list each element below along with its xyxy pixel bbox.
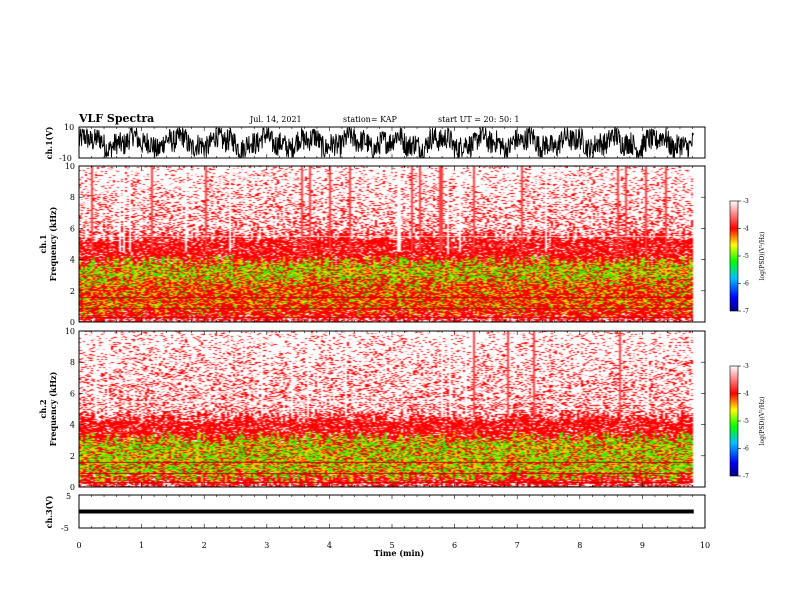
frequency-tick-label: 6	[70, 224, 75, 233]
ch1-colorbar: -7 -6 -5 -4 -3 log(PSD)(V²/Hz)	[729, 198, 766, 315]
ch2-spectrogram-image	[79, 331, 705, 487]
ch2-spectrogram-ticks	[78, 330, 706, 488]
ch1-colorbar-label: log(PSD)(V²/Hz)	[759, 232, 766, 281]
ch1-frequency-axis-label: Frequency (kHz)	[48, 206, 58, 281]
start-time-label: start UT = 20: 50: 1	[438, 115, 519, 124]
time-axis-tick-labels: 0 1 2 3 4 5 6 7 8 9 10	[76, 541, 710, 550]
frequency-tick-label: 10	[65, 327, 75, 336]
colorbar-tick-label: -5	[743, 418, 749, 425]
frequency-tick-label: 6	[70, 389, 75, 398]
ch1-spectrogram-ticks	[78, 165, 706, 323]
ch3-waveform-ticks	[78, 495, 706, 528]
ch3-waveform-panel: 5 -5 ch.3(V) 0 1 2 3 4 5 6 7 8 9 10 Time (min)	[44, 492, 710, 558]
ch2-frequency-axis-label: Frequency (kHz)	[48, 371, 58, 446]
ch1-colorbar-ticks: -7 -6 -5 -4 -3	[738, 198, 749, 315]
frequency-tick-label: 0	[70, 318, 75, 327]
station-label: station= KAP	[343, 115, 398, 124]
ch1-waveform-trace	[78, 126, 695, 159]
frequency-tick-label: 4	[70, 256, 75, 265]
ch2-colorbar-label: log(PSD)(V²/Hz)	[759, 397, 766, 446]
ch1-ytick-bottom: -10	[59, 154, 72, 163]
ch2-spectrogram-panel: 0 2 4 6 8 10 ch.2 Frequency (kHz)	[38, 327, 706, 492]
ch3-waveform-ylabel: ch.3(V)	[44, 495, 54, 528]
ch3-waveform-band	[79, 509, 694, 514]
ch3-waveform-trace	[79, 509, 694, 514]
ch1-colorbar-gradient	[729, 200, 739, 312]
ch1-ytick-top: 10	[64, 123, 74, 132]
ch2-colorbar-ticks: -7 -6 -5 -4 -3	[738, 363, 749, 480]
colorbar-tick-label: -6	[743, 446, 749, 453]
time-tick-label: 2	[202, 541, 207, 550]
frequency-tick-label: 4	[70, 421, 75, 430]
colorbar-tick-label: -3	[743, 198, 749, 205]
ch1-waveform-panel: 10 -10 ch.1(V)	[44, 123, 706, 163]
ch2-channel-label: ch.2	[38, 399, 48, 418]
frequency-tick-label: 10	[65, 162, 75, 171]
colorbar-tick-label: -6	[743, 281, 749, 288]
ch1-waveform-line	[78, 126, 695, 159]
time-tick-label: 8	[577, 541, 582, 550]
frequency-tick-label: 2	[70, 452, 75, 461]
time-axis-label: Time (min)	[374, 548, 424, 558]
frequency-tick-label: 0	[70, 483, 75, 492]
colorbar-tick-label: -5	[743, 253, 749, 260]
time-tick-label: 10	[700, 541, 710, 550]
colorbar-tick-label: -4	[743, 391, 749, 398]
time-tick-label: 0	[76, 541, 81, 550]
time-tick-label: 5	[389, 541, 394, 550]
ch2-colorbar-gradient	[729, 365, 739, 477]
time-tick-label: 7	[515, 541, 520, 550]
colorbar-tick-label: -7	[743, 308, 749, 315]
ch2-colorbar: -7 -6 -5 -4 -3 log(PSD)(V²/Hz)	[729, 363, 766, 480]
ch1-spectrogram-image	[79, 166, 705, 322]
colorbar-tick-label: -7	[743, 473, 749, 480]
ch1-channel-label: ch.1	[38, 234, 48, 253]
time-tick-label: 4	[327, 541, 332, 550]
time-tick-label: 1	[139, 541, 144, 550]
time-tick-label: 9	[640, 541, 645, 550]
ch1-waveform-ticks	[78, 127, 706, 158]
frequency-tick-label: 8	[70, 358, 75, 367]
figure-title: VLF Spectra	[78, 112, 154, 125]
colorbar-tick-label: -4	[743, 226, 749, 233]
ch3-ytick-top: 5	[66, 492, 71, 501]
ch1-frequency-tick-labels: 0 2 4 6 8 10	[65, 162, 75, 327]
ch3-ytick-bottom: -5	[61, 524, 69, 533]
time-tick-label: 3	[264, 541, 269, 550]
ch2-frequency-tick-labels: 0 2 4 6 8 10	[65, 327, 75, 492]
ch1-spectrogram-panel: 0 2 4 6 8 10 ch.1 Frequency (kHz)	[38, 162, 706, 327]
frequency-tick-label: 8	[70, 193, 75, 202]
ch1-waveform-ylabel: ch.1(V)	[44, 126, 54, 159]
date-label: Jul. 14, 2021	[249, 115, 302, 124]
time-tick-label: 6	[452, 541, 457, 550]
frequency-tick-label: 2	[70, 287, 75, 296]
colorbar-tick-label: -3	[743, 363, 749, 370]
